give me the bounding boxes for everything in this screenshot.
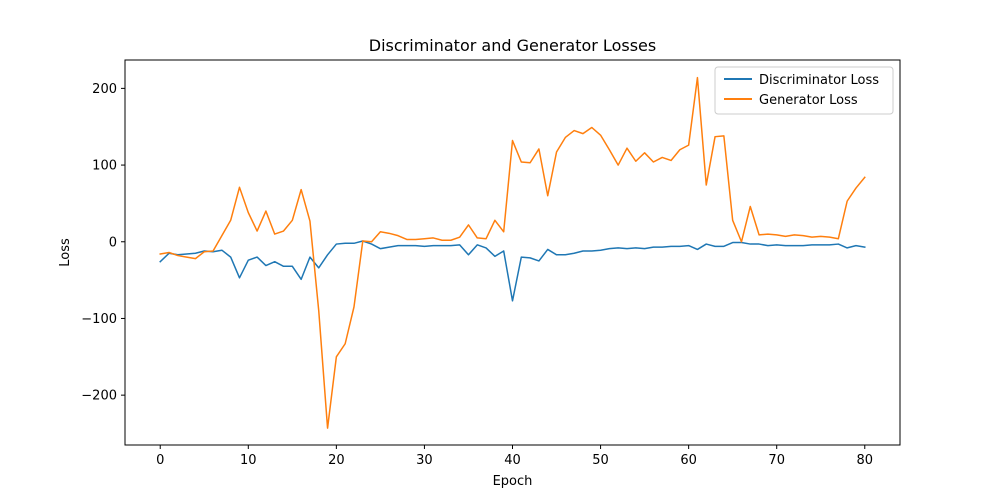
legend-label-discriminator: Discriminator Loss	[759, 73, 879, 88]
x-tick-label: 50	[592, 453, 609, 468]
series-layer	[159, 76, 866, 429]
legend-label-generator: Generator Loss	[759, 93, 858, 108]
x-tick-label: 40	[504, 453, 521, 468]
legend-box	[714, 66, 894, 115]
y-tick-label: −100	[81, 312, 117, 327]
x-tick-label: 10	[240, 453, 257, 468]
x-tick-label: 0	[156, 453, 164, 468]
x-tick-label: 80	[856, 453, 873, 468]
series-line-generator	[159, 76, 866, 429]
x-axis-label: Epoch	[493, 474, 533, 489]
plot-background	[125, 60, 900, 445]
x-tick-label: 20	[328, 453, 345, 468]
y-tick-label: 0	[109, 235, 117, 250]
y-axis-label: Loss	[58, 238, 73, 267]
x-tick-label: 30	[416, 453, 433, 468]
x-tick-label: 70	[768, 453, 785, 468]
y-tick-label: 200	[92, 82, 117, 97]
x-axis: 0 10 20 30 40 50 60 70 80	[156, 445, 873, 468]
y-tick-label: −200	[81, 389, 117, 404]
chart-title: Discriminator and Generator Losses	[369, 36, 656, 55]
x-tick-label: 60	[680, 453, 697, 468]
legend: Discriminator Loss Generator Loss	[714, 66, 894, 115]
y-axis: −200 −100 0 100 200	[81, 82, 125, 404]
series-line-discriminator	[159, 240, 866, 302]
y-tick-label: 100	[92, 159, 117, 174]
